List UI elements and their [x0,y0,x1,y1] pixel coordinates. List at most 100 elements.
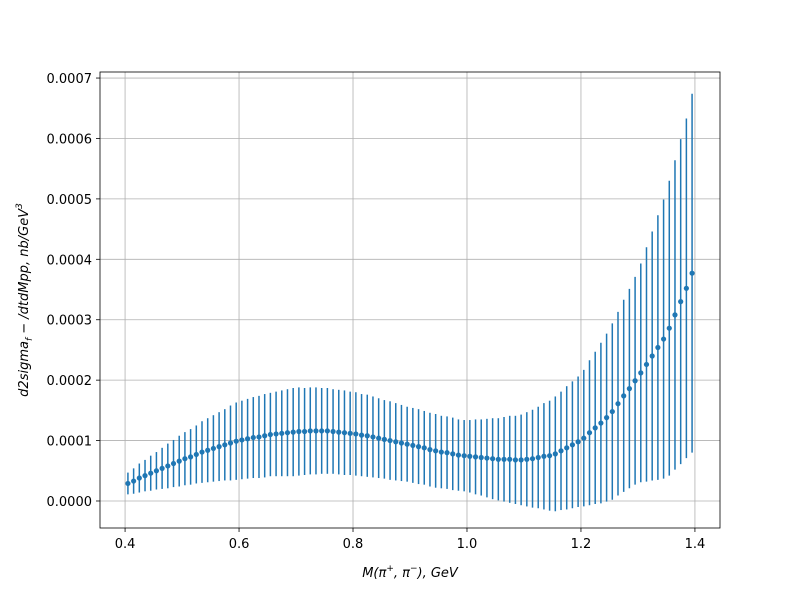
data-point [581,435,587,441]
data-point [592,425,598,431]
data-point [376,435,382,441]
data-point [136,475,142,481]
data-point [313,428,319,434]
data-point [188,454,194,460]
data-point [660,336,667,342]
data-point [467,453,473,459]
data-point [478,454,484,461]
data-point [552,451,558,457]
data-point [205,447,211,453]
data-point [678,299,684,305]
data-point [193,451,199,458]
y-tick-label: 0.0006 [47,132,93,147]
data-point [290,429,296,435]
data-point [358,432,365,438]
data-point [227,440,234,446]
data-point [176,458,182,464]
data-point [638,370,644,376]
data-point [689,270,695,276]
data-point [370,434,376,440]
data-point [433,448,439,454]
data-point [273,431,279,437]
y-tick-label: 0.0003 [47,314,93,329]
data-point [490,456,496,462]
x-tick-label: 0.6 [229,537,250,552]
data-point [615,401,621,407]
x-label-part: M(π [362,566,386,581]
data-point [649,353,655,359]
data-point [387,437,393,444]
data-point [353,431,359,437]
data-point [262,433,268,439]
data-point [410,442,416,449]
data-point [267,431,273,438]
data-point [529,456,536,462]
data-point [182,456,188,462]
data-point [364,433,370,439]
data-point [495,456,501,462]
data-point [535,454,541,461]
data-point [512,457,519,463]
data-point [301,428,308,435]
data-point [233,438,239,444]
data-point [632,378,638,384]
data-point [319,428,325,434]
data-point [307,428,313,434]
data-point [609,408,615,415]
data-point [279,430,285,436]
data-point [296,428,302,435]
data-point [683,285,689,291]
x-tick-label: 1.4 [685,537,706,552]
data-point [455,452,462,458]
data-point [210,445,217,452]
y-tick-label: 0.0001 [47,435,93,450]
data-point [484,455,490,461]
data-point [170,460,177,467]
data-point [125,480,131,487]
data-point [421,445,427,451]
data-point [507,456,513,462]
data-point [586,430,593,436]
data-point [199,449,205,455]
y-tick-label: 0.0005 [47,193,93,208]
data-point [347,430,353,436]
data-point [148,470,154,476]
data-point [159,465,165,471]
y-axis-label: d2sigmaf − /dtdMpp, nb/GeV3 [15,203,35,397]
data-point [598,420,604,426]
data-point [427,447,433,453]
data-point [239,437,245,443]
data-point [336,429,342,435]
data-point [153,468,160,474]
y-label-sub: f [25,336,35,341]
data-point [558,448,564,454]
x-axis-label: M(π+, π−), GeV [362,564,459,581]
data-point [256,434,262,440]
data-point [222,442,228,448]
y-label-sup: 3 [15,203,25,209]
data-point [672,312,678,318]
y-tick-label: 0.0004 [47,253,93,268]
data-point [404,441,410,447]
data-point [450,451,456,457]
data-point [643,361,650,368]
data-point [216,444,222,450]
data-point [575,439,581,445]
plot-area [100,72,720,528]
x-label-sup: − [410,564,418,574]
data-point [655,344,661,351]
data-point [524,456,530,462]
y-tick-label: 0.0000 [47,495,93,510]
data-point [131,478,137,484]
data-point [393,439,399,445]
data-point [621,393,627,399]
data-point [415,444,422,450]
data-point [501,456,507,462]
x-tick-label: 0.4 [115,537,136,552]
y-label-part: − /dtdMpp, nb/GeV [17,208,32,338]
data-point [324,428,330,434]
data-point [165,463,171,469]
x-label-sup: + [386,564,394,574]
data-point [244,436,251,442]
